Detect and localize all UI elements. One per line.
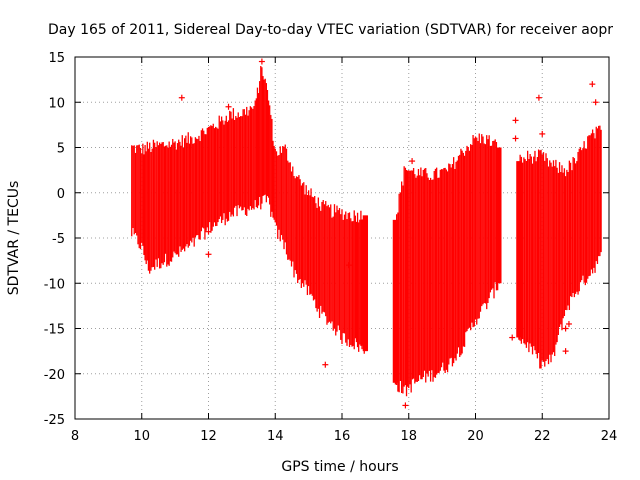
y-tick-label: -5 xyxy=(52,232,65,247)
outlier-point xyxy=(345,262,352,269)
outlier-point xyxy=(205,228,212,235)
outlier-point xyxy=(512,117,519,124)
outlier-point xyxy=(562,348,569,355)
y-tick-label: -25 xyxy=(44,413,65,428)
y-tick-label: 0 xyxy=(57,187,65,202)
outlier-point xyxy=(512,135,519,142)
y-tick-label: -15 xyxy=(44,323,65,338)
outlier-point xyxy=(562,325,569,332)
outlier-point xyxy=(535,94,542,101)
x-tick-label: 24 xyxy=(601,429,618,444)
x-tick-label: 18 xyxy=(400,429,417,444)
outlier-point xyxy=(565,320,572,327)
x-tick-label: 8 xyxy=(71,429,79,444)
x-tick-label: 12 xyxy=(200,429,217,444)
data-layer xyxy=(131,58,602,409)
ticks: 8 10 12 14 16 18 20 22 24 -25 -20 -15 -10 -5 0 5 10 15 xyxy=(44,51,618,444)
outlier-point xyxy=(509,334,516,341)
outlier-point xyxy=(589,81,596,88)
y-tick-label: 10 xyxy=(48,96,65,111)
x-tick-label: 14 xyxy=(267,429,284,444)
outlier-point xyxy=(592,99,599,106)
y-tick-label: -10 xyxy=(44,277,65,292)
chart-title: Day 165 of 2011, Sidereal Day-to-day VTE… xyxy=(48,22,613,38)
outlier-point xyxy=(205,251,212,258)
y-tick-label: -20 xyxy=(44,368,65,383)
outlier-point xyxy=(225,103,232,110)
outlier-point xyxy=(409,158,416,165)
y-tick-label: 5 xyxy=(57,142,65,157)
outlier-point xyxy=(402,402,409,409)
y-axis-label: SDTVAR / TECUs xyxy=(6,181,22,296)
outlier-point xyxy=(322,361,329,368)
outlier-point xyxy=(258,58,265,65)
x-axis-label: GPS time / hours xyxy=(281,459,398,475)
x-tick-label: 22 xyxy=(534,429,551,444)
y-tick-label: 15 xyxy=(48,51,65,66)
x-tick-label: 10 xyxy=(133,429,150,444)
outlier-point xyxy=(178,94,185,101)
x-tick-label: 20 xyxy=(467,429,484,444)
x-tick-label: 16 xyxy=(334,429,351,444)
outlier-point xyxy=(539,130,546,137)
